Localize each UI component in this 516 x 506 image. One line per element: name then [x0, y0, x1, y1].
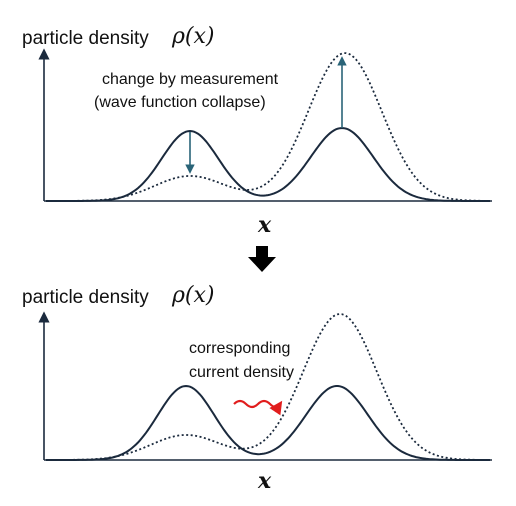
top-ylabel-text: particle density	[22, 28, 149, 49]
bottom-collapsed-density-curve	[46, 313, 490, 461]
top-ylabel-math: ρ(x)	[171, 24, 215, 49]
wavy-arrow-icon	[233, 399, 283, 416]
top-annotation-line2: (wave function collapse)	[94, 94, 266, 111]
bottom-ylabel-math: ρ(x)	[171, 283, 215, 308]
bottom-panel: particle density ρ(x) corresponding curr…	[22, 283, 492, 494]
top-panel: particle density ρ(x) change by measurem…	[22, 24, 492, 238]
bottom-ylabel-text: particle density	[22, 287, 149, 308]
top-collapsed-density-curve	[46, 52, 490, 202]
top-density-curve	[46, 126, 490, 202]
bottom-density-curve	[46, 384, 490, 461]
bottom-annotation-line1: corresponding	[189, 340, 290, 357]
down-arrow-icon	[248, 246, 276, 272]
top-xlabel: x	[257, 212, 272, 238]
bottom-xlabel: x	[257, 468, 272, 494]
top-annotation-line1: change by measurement	[102, 71, 279, 88]
bottom-annotation-line2: current density	[189, 364, 294, 381]
